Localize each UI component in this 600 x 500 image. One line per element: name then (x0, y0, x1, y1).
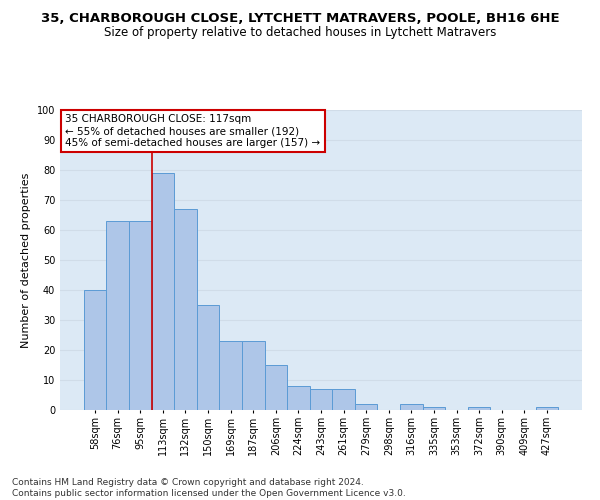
Bar (84, 290, 106, 410)
Bar (129, 221, 152, 410)
Bar (468, 407, 490, 410)
Bar (287, 386, 310, 410)
Bar (106, 221, 129, 410)
Bar (197, 305, 220, 410)
Text: 35 CHARBOROUGH CLOSE: 117sqm
← 55% of detached houses are smaller (192)
45% of s: 35 CHARBOROUGH CLOSE: 117sqm ← 55% of de… (65, 114, 320, 148)
Bar (536, 407, 558, 410)
Y-axis label: Number of detached properties: Number of detached properties (21, 172, 31, 348)
Text: Size of property relative to detached houses in Lytchett Matravers: Size of property relative to detached ho… (104, 26, 496, 39)
Bar (400, 404, 422, 410)
Bar (174, 209, 197, 410)
Bar (310, 389, 332, 410)
Bar (152, 173, 174, 410)
Bar (220, 341, 242, 410)
Text: Contains HM Land Registry data © Crown copyright and database right 2024.
Contai: Contains HM Land Registry data © Crown c… (12, 478, 406, 498)
Bar (332, 389, 355, 410)
Bar (242, 341, 265, 410)
Bar (422, 407, 445, 410)
Bar (355, 404, 377, 410)
Bar (265, 365, 287, 410)
Text: 35, CHARBOROUGH CLOSE, LYTCHETT MATRAVERS, POOLE, BH16 6HE: 35, CHARBOROUGH CLOSE, LYTCHETT MATRAVER… (41, 12, 559, 26)
